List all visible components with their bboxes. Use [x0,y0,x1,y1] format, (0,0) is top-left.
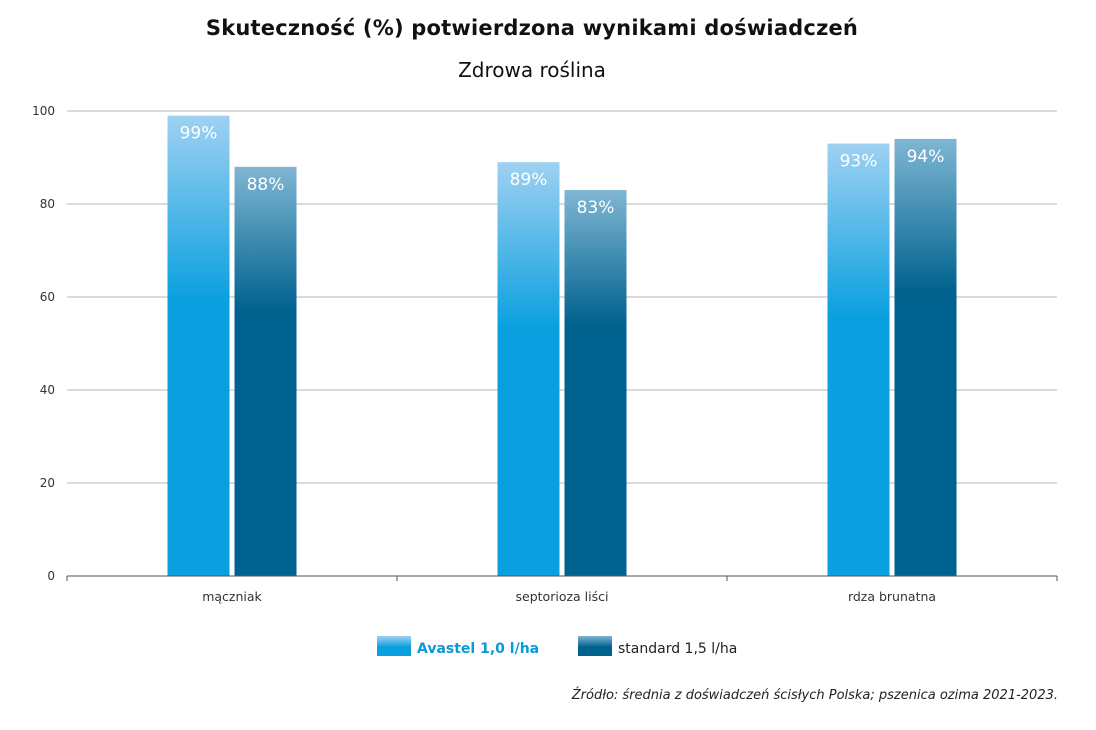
bar-standard-2 [894,138,957,576]
y-tick-label: 80 [40,197,55,211]
category-label: rdza brunatna [848,589,936,604]
data-label: 88% [247,175,285,195]
data-label: 89% [510,170,548,190]
data-label: 93% [840,152,878,172]
bar-avastel-0 [167,115,230,577]
bar-avastel-2 [827,143,890,577]
category-label: mączniak [202,589,262,604]
y-tick-label: 60 [40,290,55,304]
legend-swatch-standard [578,636,612,656]
source-note: Źródło: średnia z doświadczeń ścisłych P… [571,688,1058,703]
legend-label-standard: standard 1,5 l/ha [618,641,738,657]
legend-swatch-avastel [377,636,411,656]
chart-title: Skuteczność (%) potwierdzona wynikami do… [205,16,859,40]
legend: Avastel 1,0 l/ha standard 1,5 l/ha [0,636,1096,664]
bars: 99% 88% 89% 83% 93% 94% [167,115,957,577]
data-label: 99% [180,124,218,144]
bar-avastel-1 [497,162,560,576]
gridlines [67,110,1057,484]
y-tick-label: 40 [40,383,55,397]
chart-subtitle: Zdrowa roślina [458,58,606,82]
y-tick-label: 0 [47,569,55,583]
legend-item-avastel: Avastel 1,0 l/ha [377,636,540,657]
bar-standard-0 [234,166,297,577]
x-axis-categories: mączniak septorioza liści rdza brunatna [202,589,936,604]
y-axis-ticks: 0 20 40 60 80 100 [32,104,55,583]
y-tick-label: 100 [32,104,55,118]
y-tick-label: 20 [40,476,55,490]
legend-item-standard: standard 1,5 l/ha [578,636,738,657]
category-label: septorioza liści [516,589,609,604]
data-label: 83% [577,198,615,218]
legend-label-avastel: Avastel 1,0 l/ha [417,641,540,657]
bar-chart: 0 20 40 60 80 100 99% 88% 89% 83% 93% 94% mączniak… [32,104,1058,604]
bar-standard-1 [564,190,627,577]
x-axis [66,575,1058,581]
data-label: 94% [907,147,945,167]
